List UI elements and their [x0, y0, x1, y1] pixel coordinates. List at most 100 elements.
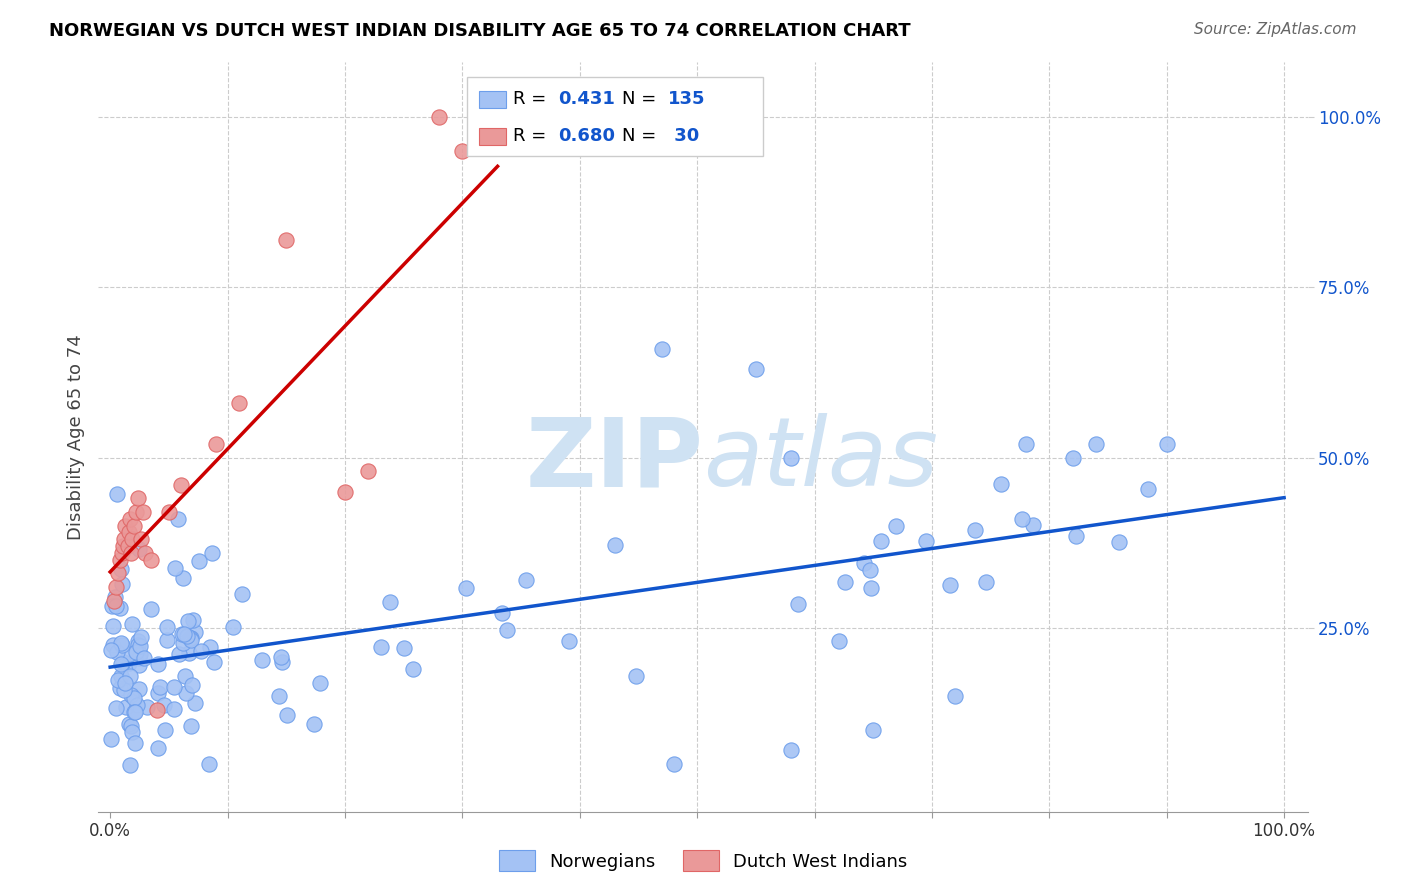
Point	[198, 640, 221, 654]
Point	[114, 675, 136, 690]
Point	[156, 633, 179, 648]
Point	[859, 563, 882, 577]
Point	[427, 110, 450, 124]
Point	[176, 629, 198, 643]
Point	[1108, 535, 1130, 549]
Point	[108, 601, 131, 615]
Point	[456, 581, 478, 595]
Point	[495, 624, 517, 638]
Y-axis label: Disability Age 65 to 74: Disability Age 65 to 74	[66, 334, 84, 540]
Point	[357, 464, 380, 478]
Point	[990, 476, 1012, 491]
Text: 30: 30	[668, 128, 699, 145]
Point	[163, 561, 186, 575]
Point	[853, 557, 876, 571]
Point	[1022, 518, 1045, 533]
Point	[103, 593, 125, 607]
Text: NORWEGIAN VS DUTCH WEST INDIAN DISABILITY AGE 65 TO 74 CORRELATION CHART: NORWEGIAN VS DUTCH WEST INDIAN DISABILIT…	[49, 22, 911, 40]
Point	[162, 681, 184, 695]
Text: 0.680: 0.680	[558, 128, 614, 145]
Point	[132, 505, 155, 519]
Text: R =: R =	[513, 128, 553, 145]
Point	[124, 690, 146, 705]
Point	[181, 613, 204, 627]
Point	[112, 682, 135, 697]
Point	[180, 632, 202, 646]
Text: 0.431: 0.431	[558, 90, 614, 109]
Point	[180, 718, 202, 732]
Point	[308, 676, 330, 690]
Point	[180, 677, 202, 691]
Point	[124, 705, 146, 719]
Point	[128, 651, 150, 665]
Point	[515, 573, 537, 587]
Point	[173, 669, 195, 683]
Point	[939, 578, 962, 592]
Point	[107, 673, 129, 688]
Point	[115, 700, 138, 714]
Point	[392, 641, 415, 656]
Point	[177, 647, 200, 661]
Point	[105, 701, 128, 715]
Point	[128, 658, 150, 673]
Point	[127, 491, 149, 506]
Point	[110, 668, 132, 682]
Legend: Norwegians, Dutch West Indians: Norwegians, Dutch West Indians	[492, 843, 914, 879]
Point	[141, 552, 163, 566]
Point	[104, 591, 127, 605]
Point	[120, 546, 142, 560]
Point	[222, 620, 245, 634]
Point	[491, 606, 513, 620]
Point	[370, 640, 392, 654]
Point	[125, 505, 148, 519]
Text: 135: 135	[668, 90, 706, 109]
Point	[333, 484, 356, 499]
Point	[122, 518, 145, 533]
Point	[108, 552, 131, 566]
Point	[146, 657, 169, 671]
Point	[129, 533, 152, 547]
Point	[127, 638, 149, 652]
Point	[276, 233, 298, 247]
Point	[250, 653, 273, 667]
Point	[974, 575, 997, 590]
Point	[135, 700, 157, 714]
Point	[105, 645, 128, 659]
Point	[869, 533, 891, 548]
Point	[101, 619, 124, 633]
Point	[1085, 437, 1108, 451]
Point	[780, 450, 803, 465]
Point	[104, 599, 127, 614]
Point	[153, 723, 176, 738]
Point	[127, 633, 149, 648]
Text: N =: N =	[621, 90, 662, 109]
Point	[124, 736, 146, 750]
Point	[202, 655, 225, 669]
Point	[118, 669, 141, 683]
Point	[110, 636, 132, 650]
Point	[118, 647, 141, 661]
Point	[603, 538, 626, 552]
Point	[128, 542, 150, 557]
Point	[176, 686, 198, 700]
Point	[112, 539, 135, 553]
Point	[228, 396, 250, 410]
Point	[1062, 450, 1084, 465]
Point	[121, 725, 143, 739]
Text: Source: ZipAtlas.com: Source: ZipAtlas.com	[1194, 22, 1357, 37]
Point	[884, 518, 907, 533]
Point	[184, 625, 207, 640]
Point	[125, 645, 148, 659]
Point	[105, 487, 128, 501]
Point	[270, 649, 292, 664]
Point	[128, 681, 150, 696]
Point	[184, 696, 207, 710]
Text: R =: R =	[513, 90, 553, 109]
Point	[163, 702, 186, 716]
Point	[134, 546, 156, 560]
Point	[111, 546, 134, 560]
Point	[125, 698, 148, 712]
Text: atlas: atlas	[703, 413, 938, 506]
Bar	[467, 78, 763, 156]
Point	[179, 631, 201, 645]
